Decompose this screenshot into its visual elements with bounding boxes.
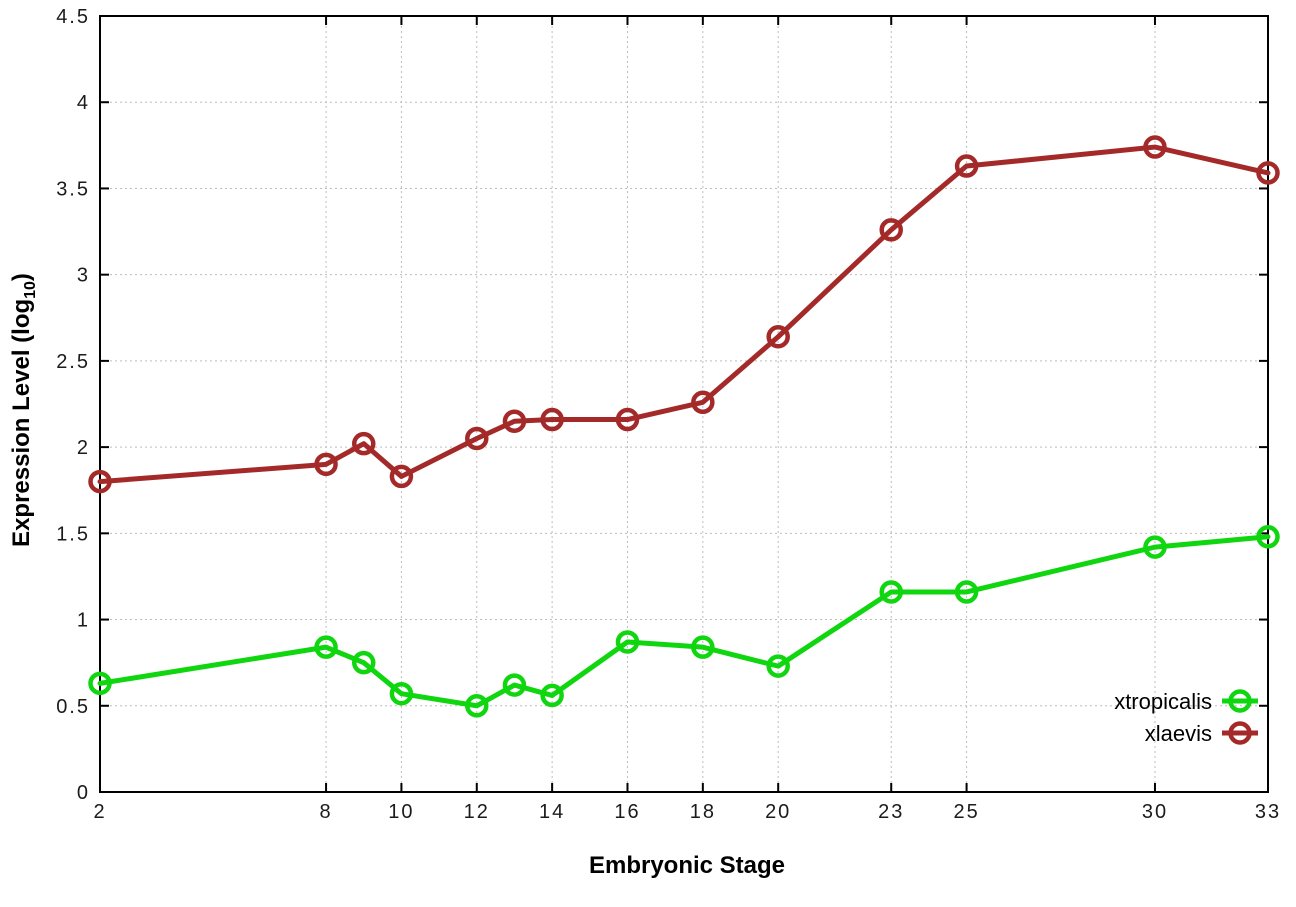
data-point-xlaevis — [351, 431, 376, 456]
y-axis-title-close: ) — [8, 273, 36, 282]
data-point-xtropicalis — [88, 671, 112, 696]
y-axis-title-subscript: 10 — [21, 281, 39, 299]
series-line-xtropicalis — [97, 534, 1271, 709]
data-point-xlaevis — [691, 390, 715, 415]
series-line-xlaevis — [97, 144, 1271, 485]
legend-marker-sample-xtropicalis — [1228, 689, 1252, 713]
x-tick-label: 30 — [1142, 801, 1168, 823]
x-tick-label: 18 — [690, 801, 716, 823]
data-point-xlaevis — [879, 218, 903, 242]
y-axis-title: Expression Level (log10) — [8, 273, 40, 547]
x-tick-label: 23 — [878, 801, 904, 823]
data-point-xtropicalis — [389, 681, 414, 706]
data-point-xlaevis — [615, 407, 640, 432]
plot-border — [99, 15, 1269, 793]
x-tick-label: 8 — [320, 801, 333, 823]
data-point-xtropicalis — [351, 650, 376, 675]
data-point-xtropicalis — [766, 654, 790, 678]
data-point-xtropicalis — [465, 694, 489, 718]
x-axis-title: Embryonic Stage — [588, 852, 786, 879]
x-tick-label: 14 — [539, 801, 565, 823]
data-point-xtropicalis — [314, 635, 338, 659]
data-point-xtropicalis — [691, 635, 715, 659]
data-point-xlaevis — [1256, 161, 1280, 185]
data-point-xlaevis — [465, 426, 489, 451]
y-tick-label: 0 — [77, 782, 90, 804]
data-point-xlaevis — [766, 324, 790, 349]
data-point-xlaevis — [389, 464, 414, 489]
y-tick-label: 3.5 — [56, 178, 90, 200]
y-tick-label: 0.5 — [56, 696, 90, 718]
legend-label-xlaevis: xlaevis — [1145, 721, 1212, 746]
x-tick-label: 2 — [93, 801, 106, 823]
legend-label-xtropicalis: xtropicalis — [1114, 689, 1212, 714]
y-tick-label: 1.5 — [56, 523, 90, 545]
data-point-xtropicalis — [1256, 525, 1280, 549]
data-point-xtropicalis — [615, 630, 640, 654]
data-point-xtropicalis — [1143, 535, 1167, 559]
data-point-xtropicalis — [502, 673, 527, 697]
data-point-xlaevis — [1143, 135, 1167, 159]
y-tick-label: 2.5 — [56, 351, 90, 373]
data-point-xtropicalis — [954, 580, 979, 604]
x-tick-label: 20 — [765, 801, 791, 823]
data-point-xlaevis — [502, 409, 527, 433]
y-tick-label: 3 — [77, 265, 90, 287]
x-tick-label: 12 — [464, 801, 490, 823]
y-tick-label: 2 — [77, 437, 90, 459]
x-tick-label: 33 — [1255, 801, 1281, 823]
data-point-xlaevis — [314, 452, 338, 477]
x-tick-label: 25 — [953, 801, 979, 823]
data-point-xtropicalis — [540, 683, 564, 708]
y-tick-label: 1 — [77, 610, 90, 632]
data-point-xlaevis — [954, 154, 979, 178]
y-tick-label: 4.5 — [56, 6, 90, 28]
data-point-xtropicalis — [879, 580, 903, 604]
x-tick-label: 16 — [614, 801, 640, 823]
data-point-xlaevis — [540, 407, 564, 432]
legend-marker-sample-xlaevis — [1228, 721, 1252, 745]
y-tick-label: 4 — [77, 92, 90, 114]
y-axis-title-text: Expression Level (log — [8, 298, 36, 547]
data-point-xlaevis — [88, 469, 112, 494]
x-tick-label: 10 — [388, 801, 414, 823]
